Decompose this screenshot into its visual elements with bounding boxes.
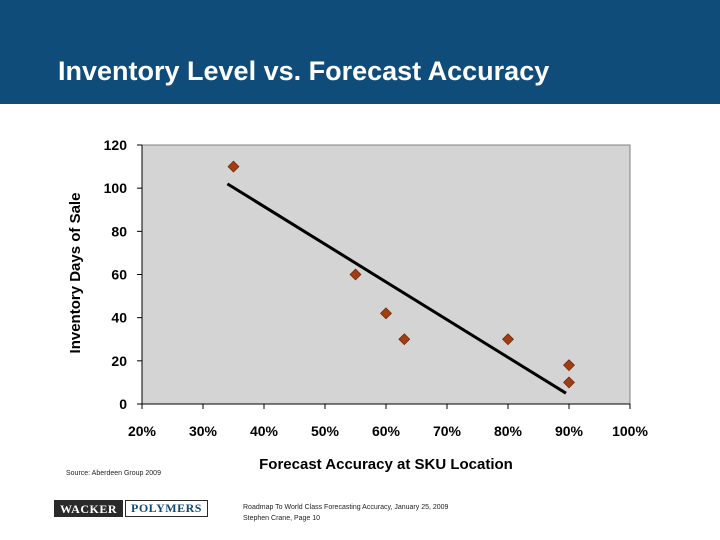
x-axis-title: Forecast Accuracy at SKU Location [259, 456, 513, 473]
data-point [563, 359, 575, 372]
y-tick-label: 100 [104, 180, 128, 196]
x-tick-label: 80% [494, 423, 523, 439]
data-point [227, 160, 240, 173]
x-tick-label: 20% [128, 423, 157, 439]
footer-line-2: Stephen Crane, Page 10 [243, 515, 321, 522]
y-tick-label: 80 [111, 223, 127, 239]
y-tick-label: 20 [111, 353, 127, 369]
source-note: Source: Aberdeen Group 2009 [66, 470, 161, 477]
x-tick-label: 70% [433, 423, 462, 439]
company-logo: WACKER POLYMERS [54, 500, 208, 517]
logo-wacker: WACKER [54, 500, 124, 517]
footer-line-1: Roadmap To World Class Forecasting Accur… [243, 504, 449, 511]
footer-note: Roadmap To World Class Forecasting Accur… [243, 502, 448, 524]
x-tick-label: 90% [555, 423, 584, 439]
data-point [380, 307, 392, 320]
y-tick-label: 60 [111, 267, 127, 283]
data-point [502, 333, 514, 346]
y-tick-label: 120 [104, 137, 128, 153]
data-point [398, 333, 411, 346]
x-tick-label: 30% [189, 423, 218, 439]
y-axis-title: Inventory Days of Sale [67, 193, 84, 354]
plot-area [141, 144, 631, 405]
scatter-chart: 0 20 40 60 80 100 120 20% 30% 40% 50% 60% 70% 80% 90% 1… [67, 137, 648, 473]
slide-title: Inventory Level vs. Forecast Accuracy [58, 56, 550, 86]
y-tick-label: 40 [111, 310, 127, 326]
header-band [0, 0, 720, 104]
x-tick-label: 40% [250, 423, 279, 439]
x-tick-label: 50% [311, 423, 340, 439]
trendline [226, 182, 567, 395]
data-point [563, 376, 575, 389]
y-tick-label: 0 [119, 396, 127, 412]
x-tick-label: 60% [372, 423, 401, 439]
logo-polymers: POLYMERS [125, 500, 208, 517]
x-tick-label: 100% [612, 423, 648, 439]
data-point [349, 268, 362, 281]
